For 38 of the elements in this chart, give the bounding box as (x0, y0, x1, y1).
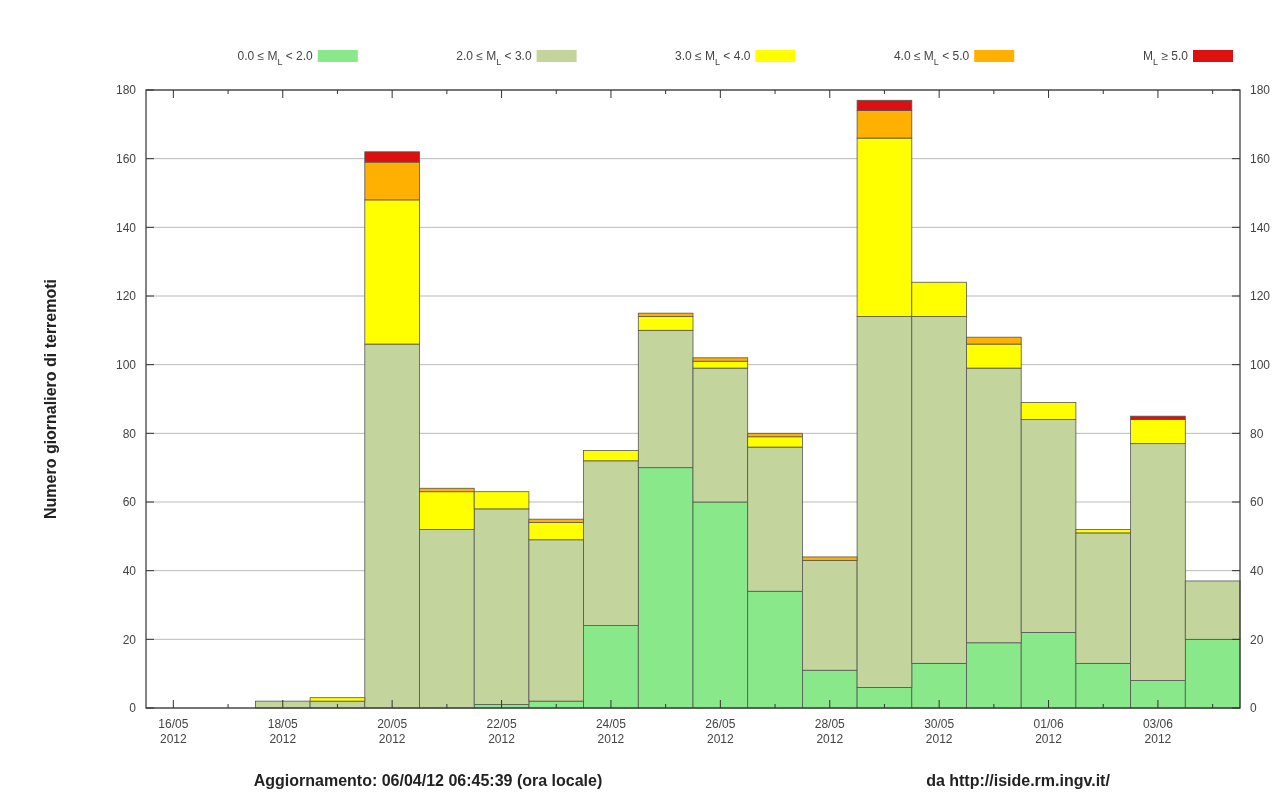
x-tick-label: 01/06 2012 (1033, 717, 1064, 746)
y2-tick-label: 120 (1250, 289, 1271, 304)
y2-tick-label: 80 (1250, 426, 1264, 441)
y-tick-label: 100 (115, 357, 137, 372)
y-axis-title: Numero giornaliero di terremoti (42, 278, 59, 520)
x-tick-label: 20/05 2012 (377, 717, 408, 746)
legend-label: 3.0 ≤ M$_{L}$ < 4.0 (675, 49, 751, 68)
y2-tick-label: 40 (1250, 563, 1264, 578)
y-tick-label: 0 (129, 701, 137, 716)
y-tick-label: 60 (122, 495, 137, 510)
y-tick-label: 140 (115, 220, 137, 235)
x-tick-label: 03/06 2012 (1142, 717, 1174, 746)
y2-tick-label: 100 (1250, 357, 1271, 372)
y-tick-label: 20 (122, 632, 137, 647)
y-tick-label: 40 (122, 563, 137, 578)
y2-tick-label: 20 (1250, 632, 1264, 647)
x-tick-label: 22/05 2012 (486, 717, 517, 746)
x-tick-label: 26/05 2012 (705, 717, 736, 746)
x-tick-label: 24/05 2012 (595, 717, 627, 746)
x-tick-label: 28/05 2012 (814, 717, 846, 746)
y2-tick-label: 60 (1250, 495, 1264, 510)
y2-tick-label: 160 (1250, 151, 1271, 166)
y2-tick-label: 0 (1250, 701, 1257, 716)
x-tick-label: 30/05 2012 (924, 717, 955, 746)
y-tick-label: 160 (115, 151, 137, 166)
y2-tick-label: 180 (1250, 83, 1271, 98)
legend-label: 0.0 ≤ M$_{L}$ < 2.0 (237, 49, 314, 68)
legend-label: M$_{L}$ ≥ 5.0 (1143, 49, 1189, 68)
x-tick-label: 16/05 2012 (158, 717, 189, 746)
text: Aggiornamento: 06/04/12 06:45:39 (ora locale) (253, 772, 603, 789)
y2-tick-label: 140 (1250, 220, 1271, 235)
legend-label: 4.0 ≤ M$_{L}$ < 5.0 (893, 49, 970, 68)
y-tick-label: 80 (122, 426, 137, 441)
y-tick-label: 120 (115, 289, 137, 304)
y-tick-label: 180 (115, 83, 137, 98)
text: da http://iside.rm.ingv.it/ (926, 772, 1111, 789)
legend-label: 2.0 ≤ M$_{L}$ < 3.0 (456, 49, 532, 68)
x-tick-label: 18/05 2012 (267, 717, 299, 746)
